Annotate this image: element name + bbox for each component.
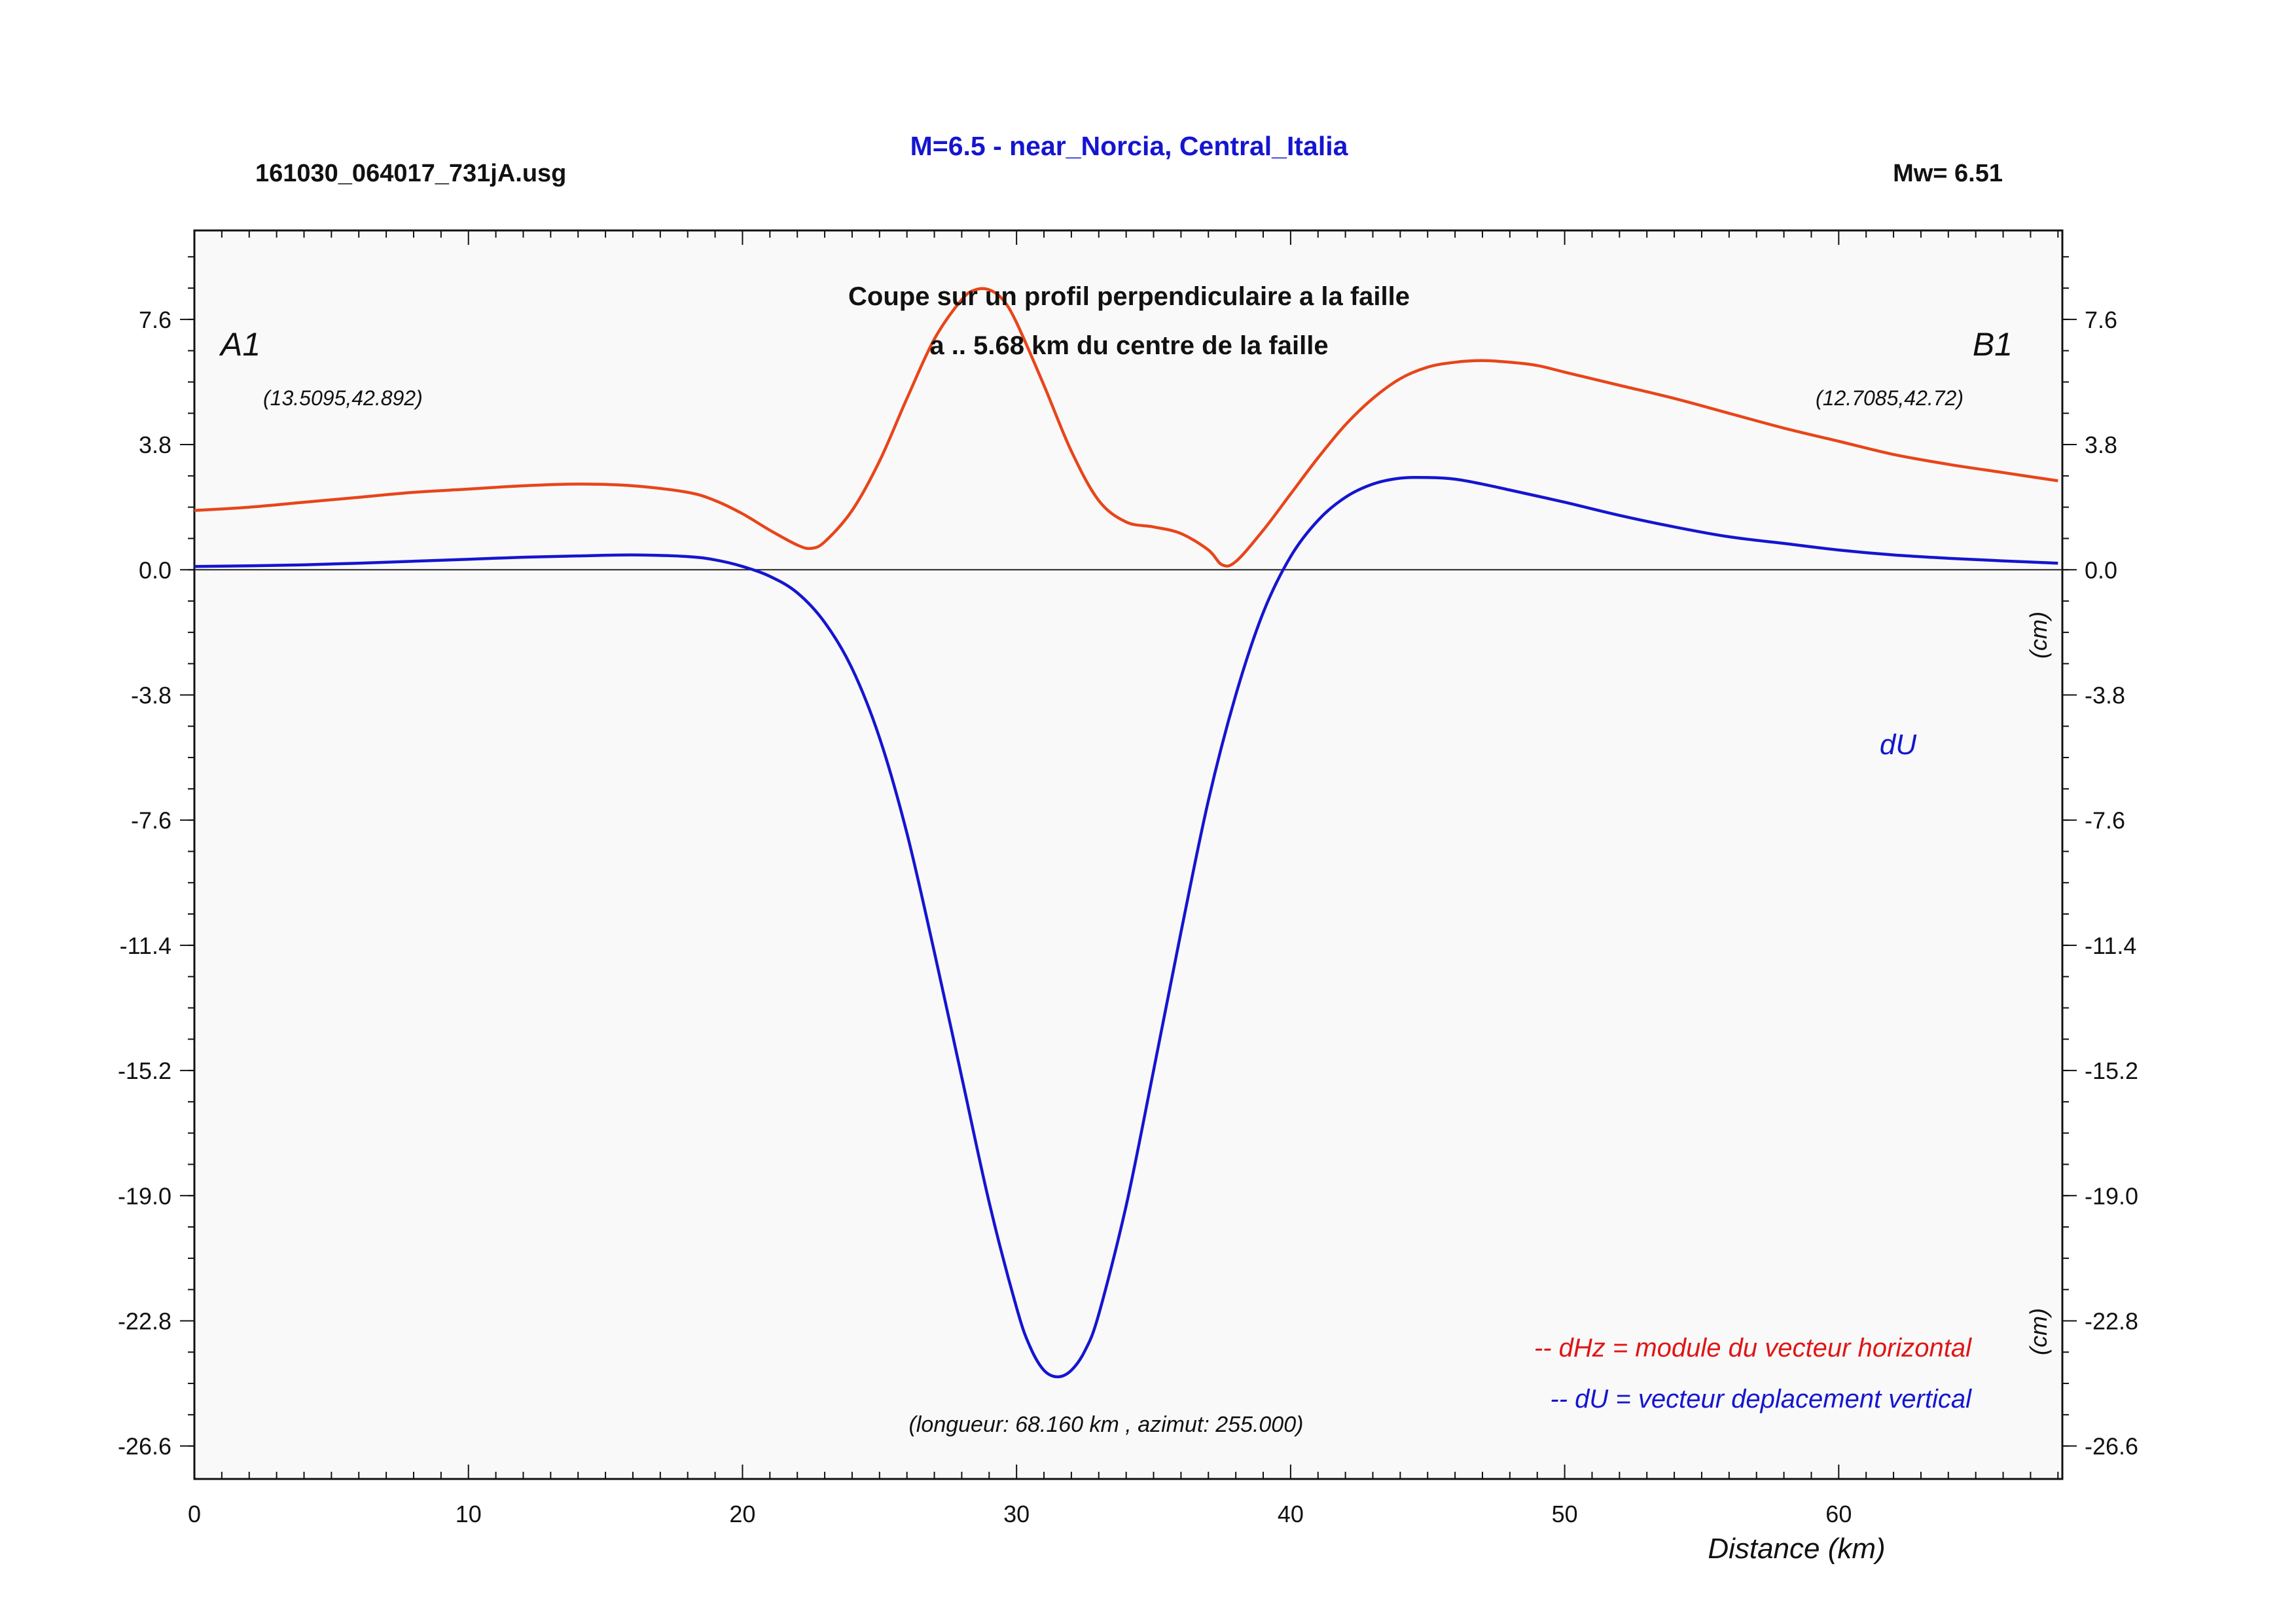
x-tick-label: 40 [1278, 1501, 1304, 1527]
y-tick-label-left: -7.6 [131, 807, 171, 834]
y-tick-label-right: -7.6 [2085, 807, 2125, 834]
y-tick-label-right: 7.6 [2085, 306, 2117, 333]
y-tick-label-right: 3.8 [2085, 431, 2117, 458]
y-tick-labels-left: 7.6 3.8 0.0 -3.8 -7.6 -11.4 -15.2 -19.0 -22.8 -26… [118, 306, 171, 1460]
x-tick-label: 30 [1003, 1501, 1030, 1527]
y-tick-label-right: -19.0 [2085, 1182, 2138, 1209]
y-tick-label-left: -19.0 [118, 1182, 171, 1209]
x-tick-label: 0 [188, 1501, 201, 1527]
series-line-dhz [194, 287, 2058, 568]
legend-du: -- dU = vecteur deplacement vertical [1550, 1385, 1972, 1413]
x-axis-label: Distance (km) [1708, 1533, 1885, 1565]
point-a-coords: (13.5095,42.892) [263, 386, 423, 410]
unit-label-lower: (cm) [2025, 1308, 2052, 1355]
x-tick-label: 20 [729, 1501, 755, 1527]
y-tick-label-left: -11.4 [120, 932, 171, 959]
y-tick-label-left: 7.6 [139, 306, 171, 333]
axis-ticks [180, 230, 2077, 1479]
y-tick-label-left: 3.8 [139, 431, 171, 458]
y-tick-label-right: -15.2 [2085, 1057, 2138, 1084]
series-layer [194, 287, 2058, 1379]
y-tick-label-right: -26.6 [2085, 1433, 2138, 1460]
plot-subtitle-line1: Coupe sur un profil perpendiculaire a la… [848, 282, 1410, 311]
y-tick-label-right: -11.4 [2085, 932, 2136, 959]
y-tick-label-left: -3.8 [131, 682, 171, 708]
du-series-label: dU [1880, 729, 1916, 761]
y-tick-label-right: -3.8 [2085, 682, 2125, 708]
point-b-coords: (12.7085,42.72) [1816, 386, 1964, 410]
chart-title: M=6.5 - near_Norcia, Central_Italia [910, 131, 1349, 161]
x-tick-label: 10 [456, 1501, 482, 1527]
unit-label-upper: (cm) [2025, 611, 2052, 659]
y-tick-label-left: 0.0 [139, 556, 171, 583]
x-tick-label: 60 [1825, 1501, 1852, 1527]
y-tick-labels-right: 7.6 3.8 0.0 -3.8 -7.6 -11.4 -15.2 -19.0 -22.8 -26… [2085, 306, 2138, 1460]
legend-dhz: -- dHz = module du vecteur horizontal [1534, 1334, 1972, 1362]
series-line-du [194, 475, 2058, 1379]
magnitude-label: Mw= 6.51 [1893, 160, 2003, 187]
length-note: (longueur: 68.160 km , azimut: 255.000) [909, 1412, 1304, 1437]
y-tick-label-left: -26.6 [118, 1433, 171, 1460]
plot-subtitle-line2: a .. 5.68 km du centre de la faille [929, 331, 1328, 360]
x-tick-labels: 0 10 20 30 40 50 60 [188, 1501, 1852, 1527]
file-name: 161030_064017_731jA.usg [255, 160, 566, 187]
y-tick-label-right: -22.8 [2085, 1307, 2138, 1334]
point-b-label: B1 [1973, 326, 2013, 363]
y-tick-label-right: 0.0 [2085, 556, 2117, 583]
y-tick-label-left: -15.2 [118, 1057, 171, 1084]
plot-area [193, 229, 2064, 1480]
y-tick-label-left: -22.8 [118, 1307, 171, 1334]
x-tick-label: 50 [1552, 1501, 1578, 1527]
point-a-label: A1 [219, 326, 260, 363]
